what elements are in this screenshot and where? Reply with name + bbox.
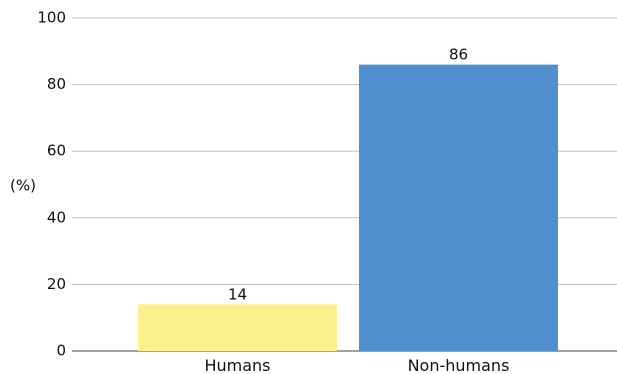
category-label: Humans (204, 356, 270, 374)
y-tick-label: 40 (47, 208, 66, 226)
x-axis-categories: Humans Non-humans (204, 356, 509, 374)
y-tick-label: 0 (56, 342, 66, 360)
bars (138, 64, 558, 352)
category-label: Non-humans (408, 356, 510, 374)
y-tick-label: 60 (47, 142, 66, 160)
y-axis-ticks: 0 20 40 60 80 100 (37, 9, 66, 360)
bar-non-humans (359, 64, 558, 352)
y-axis-label: (%) (10, 177, 36, 195)
bar-humans (138, 304, 337, 351)
data-label: 86 (449, 46, 468, 64)
data-labels: 14 86 (228, 46, 468, 304)
data-label: 14 (228, 285, 247, 303)
y-tick-label: 80 (47, 75, 66, 93)
y-tick-label: 100 (37, 9, 66, 27)
y-tick-label: 20 (47, 275, 66, 293)
